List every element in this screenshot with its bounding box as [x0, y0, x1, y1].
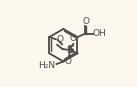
Text: O: O — [57, 35, 64, 44]
Text: O: O — [70, 34, 77, 43]
Text: O: O — [65, 57, 72, 66]
Text: S: S — [66, 45, 74, 55]
Text: OH: OH — [93, 29, 107, 38]
Text: O: O — [82, 17, 89, 26]
Text: H₂N: H₂N — [38, 61, 55, 70]
